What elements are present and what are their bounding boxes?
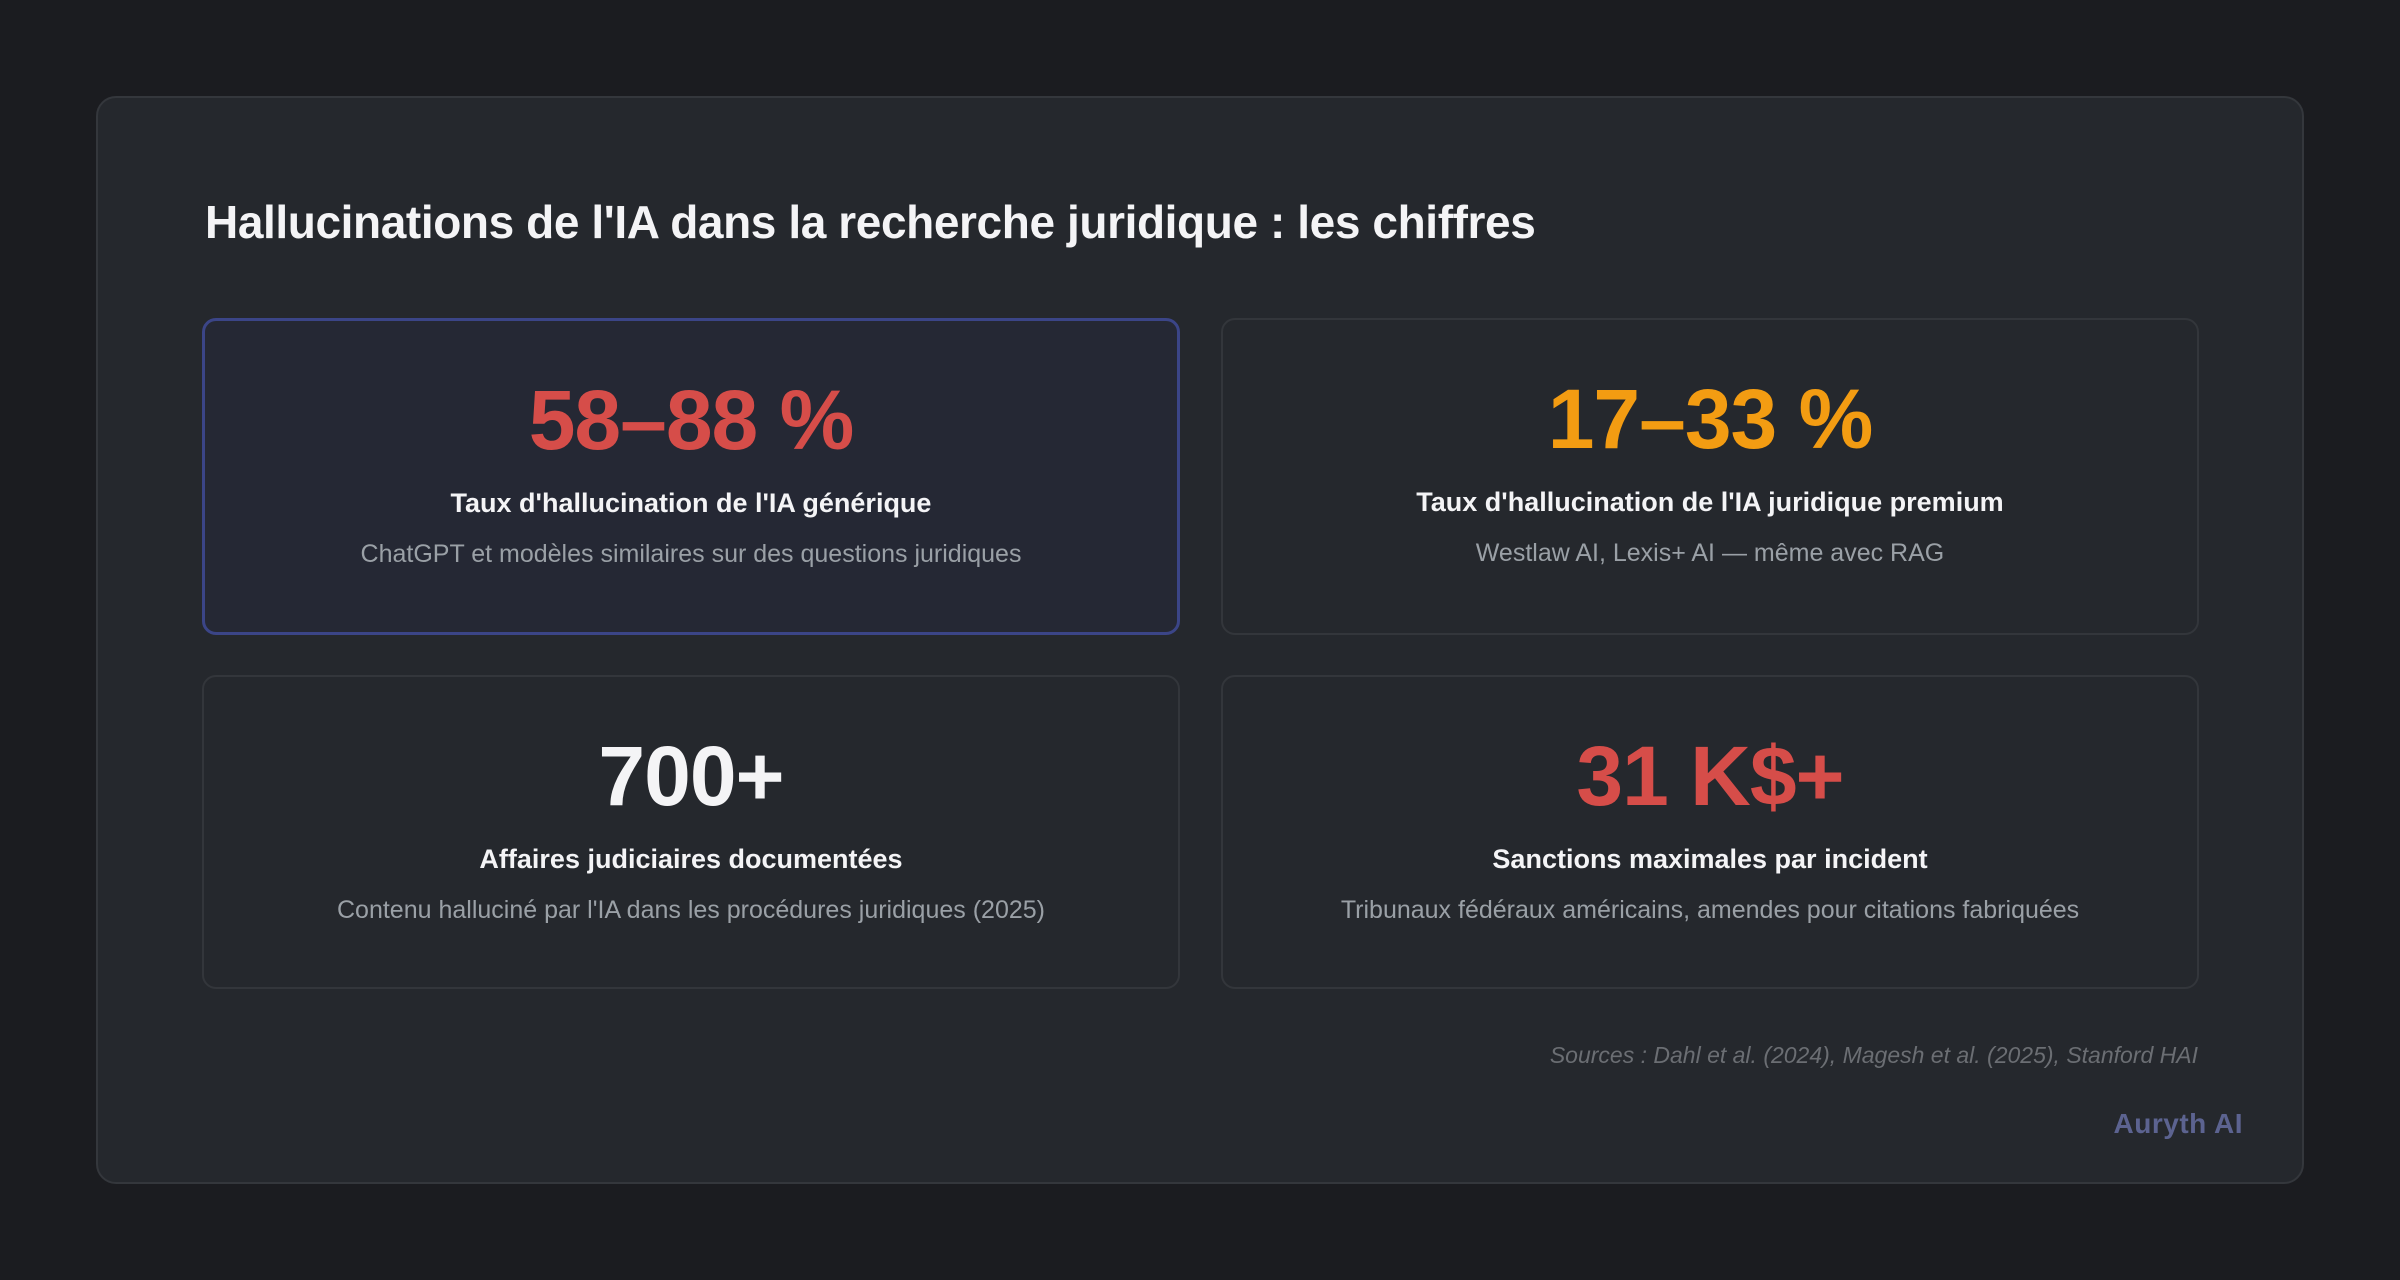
- stat-label: Taux d'hallucination de l'IA juridique p…: [1416, 487, 2004, 517]
- stat-label: Taux d'hallucination de l'IA générique: [450, 488, 932, 518]
- stat-description: Contenu halluciné par l'IA dans les proc…: [337, 896, 1045, 924]
- stat-card-generic-ai-hallucination-rate: 58–88 % Taux d'hallucination de l'IA gén…: [202, 318, 1180, 635]
- stat-description: ChatGPT et modèles similaires sur des qu…: [360, 540, 1022, 568]
- stat-description: Westlaw AI, Lexis+ AI — même avec RAG: [1475, 539, 1945, 567]
- stat-description: Tribunaux fédéraux américains, amendes p…: [1340, 896, 2080, 924]
- stat-value: 700+: [598, 729, 784, 823]
- brand-logo-text: Auryth AI: [2113, 1108, 2243, 1139]
- stat-value: 31 K$+: [1576, 729, 1844, 823]
- stat-card-premium-legal-ai-hallucination-rate: 17–33 % Taux d'hallucination de l'IA jur…: [1221, 318, 2199, 635]
- stat-value: 58–88 %: [528, 373, 855, 467]
- sources-citation: Sources : Dahl et al. (2024), Magesh et …: [1549, 1042, 2198, 1068]
- stat-label: Sanctions maximales par incident: [1492, 844, 1928, 874]
- stat-label: Affaires judiciaires documentées: [479, 844, 903, 874]
- page-title: Hallucinations de l'IA dans la recherche…: [205, 196, 1536, 248]
- stat-card-documented-court-cases: 700+ Affaires judiciaires documentées Co…: [202, 675, 1180, 989]
- stat-value: 17–33 %: [1547, 372, 1874, 466]
- stats-panel: Hallucinations de l'IA dans la recherche…: [96, 96, 2304, 1184]
- stat-card-maximum-sanctions: 31 K$+ Sanctions maximales par incident …: [1221, 675, 2199, 989]
